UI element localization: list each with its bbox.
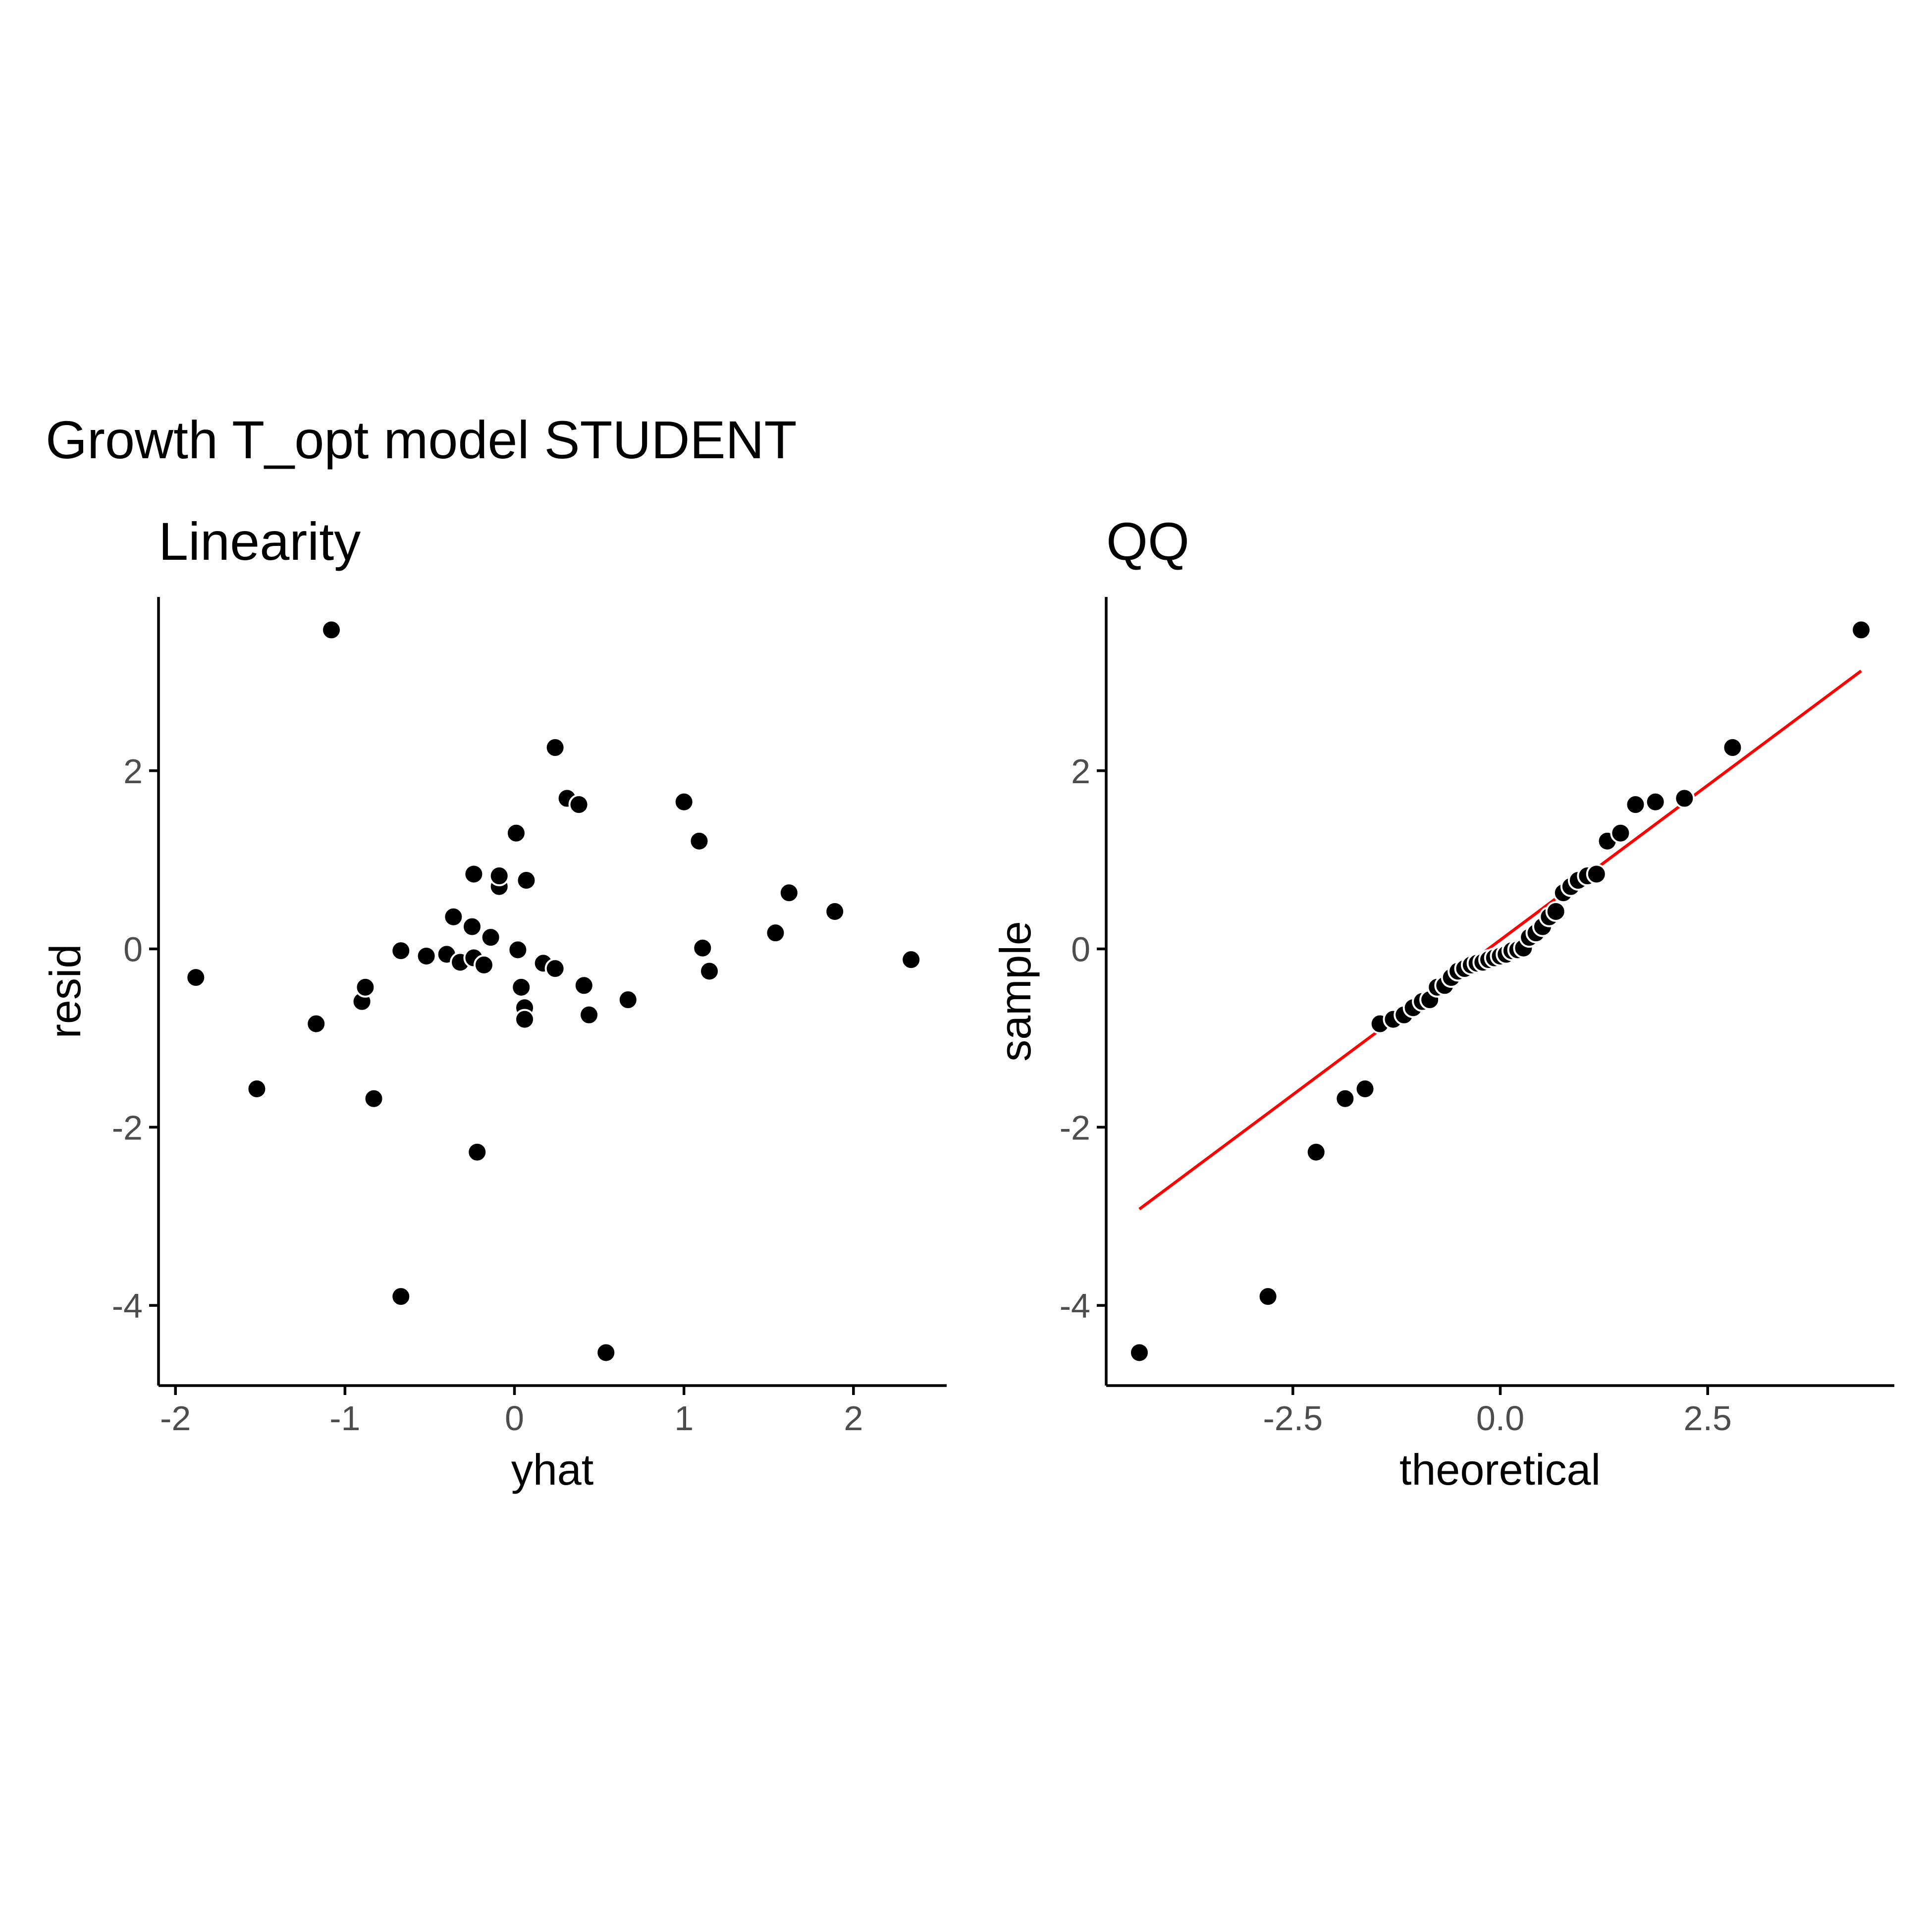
- qq-point: [1851, 619, 1872, 641]
- linearity-x-tick-label: -1: [329, 1399, 360, 1438]
- linearity-point: [505, 822, 527, 844]
- qq-x-tick-label: -2.5: [1263, 1399, 1323, 1438]
- linearity-point: [516, 870, 537, 891]
- linearity-panel: Linearity -2 -1 0 1 2 -4 -2 0 2 yhat resid: [41, 511, 947, 1494]
- linearity-points: [185, 619, 922, 1363]
- linearity-point: [461, 916, 483, 937]
- qq-point: [1586, 863, 1607, 885]
- linearity-point: [355, 976, 376, 998]
- linearity-x-tick-label: 2: [844, 1399, 863, 1438]
- linearity-x-tick-label: 1: [674, 1399, 694, 1438]
- linearity-point: [473, 954, 494, 975]
- qq-y-tick-label: -2: [1060, 1108, 1090, 1147]
- linearity-x-tick-label: 0: [505, 1399, 524, 1438]
- linearity-point: [692, 937, 713, 959]
- linearity-point: [689, 830, 710, 852]
- linearity-y-tick-label: 2: [123, 752, 143, 791]
- linearity-y-tick-label: 0: [123, 930, 143, 969]
- linearity-point: [544, 958, 566, 979]
- qq-point: [1128, 1342, 1150, 1363]
- linearity-y-axis-title: resid: [41, 944, 90, 1039]
- qq-reference-line: [1138, 669, 1862, 1211]
- linearity-ticks: -2 -1 0 1 2 -4 -2 0 2: [112, 752, 863, 1438]
- linearity-point: [321, 619, 342, 641]
- qq-panel: QQ -2.5 0.0 2.5 -4 -2 0 2 theoretical sample: [991, 511, 1894, 1494]
- qq-point: [1354, 1078, 1376, 1099]
- qq-panel-title: QQ: [1106, 511, 1189, 571]
- qq-point: [1257, 1286, 1279, 1307]
- qq-point: [1545, 901, 1566, 922]
- linearity-point: [467, 1141, 488, 1163]
- linearity-point: [544, 737, 566, 758]
- linearity-point: [595, 1342, 617, 1363]
- qq-y-axis-title: sample: [991, 921, 1040, 1062]
- qq-reference-line-group: [1138, 669, 1862, 1211]
- qq-x-axis-title: theoretical: [1399, 1445, 1601, 1494]
- qq-y-tick-label: 2: [1071, 752, 1090, 791]
- qq-point: [1625, 794, 1646, 815]
- linearity-y-tick-label: -2: [112, 1108, 143, 1147]
- qq-point: [1722, 737, 1743, 758]
- linearity-point: [390, 1286, 412, 1307]
- qq-points: [1128, 619, 1872, 1363]
- linearity-point: [463, 863, 484, 885]
- linearity-panel-title: Linearity: [159, 511, 361, 571]
- qq-point: [1305, 1141, 1327, 1163]
- linearity-point: [185, 967, 207, 988]
- linearity-point: [514, 1009, 536, 1030]
- linearity-x-tick-label: -2: [160, 1399, 191, 1438]
- linearity-point: [573, 975, 594, 996]
- linearity-point: [507, 939, 529, 961]
- linearity-point: [363, 1088, 384, 1109]
- qq-x-tick-label: 2.5: [1684, 1399, 1732, 1438]
- linearity-point: [488, 865, 510, 887]
- qq-y-tick-label: 0: [1071, 930, 1090, 969]
- linearity-x-axis-title: yhat: [511, 1445, 593, 1494]
- linearity-y-tick-label: -4: [112, 1287, 143, 1325]
- qq-ticks: -2.5 0.0 2.5 -4 -2 0 2: [1060, 752, 1732, 1438]
- linearity-point: [416, 945, 437, 966]
- linearity-point: [246, 1078, 268, 1099]
- linearity-point: [568, 794, 590, 815]
- qq-x-tick-label: 0.0: [1476, 1399, 1524, 1438]
- linearity-point: [673, 791, 695, 812]
- qq-point: [1610, 822, 1631, 844]
- linearity-point: [480, 927, 501, 948]
- linearity-point: [824, 901, 846, 922]
- linearity-point: [443, 906, 464, 927]
- linearity-point: [765, 922, 786, 944]
- figure-title: Growth T_opt model STUDENT: [46, 410, 797, 470]
- linearity-point: [778, 882, 800, 904]
- linearity-point: [306, 1013, 327, 1034]
- linearity-point: [579, 1004, 600, 1025]
- qq-point: [1674, 788, 1695, 809]
- qq-y-tick-label: -4: [1060, 1287, 1090, 1325]
- linearity-point: [698, 961, 720, 982]
- linearity-point: [511, 976, 532, 998]
- linearity-point: [901, 949, 922, 970]
- linearity-point: [390, 940, 412, 962]
- qq-point: [1645, 791, 1666, 812]
- qq-point: [1335, 1088, 1356, 1109]
- linearity-point: [617, 989, 639, 1011]
